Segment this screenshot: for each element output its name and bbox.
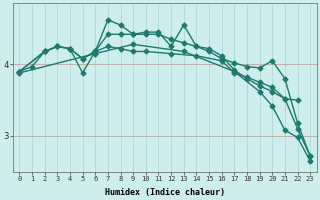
- X-axis label: Humidex (Indice chaleur): Humidex (Indice chaleur): [105, 188, 225, 197]
